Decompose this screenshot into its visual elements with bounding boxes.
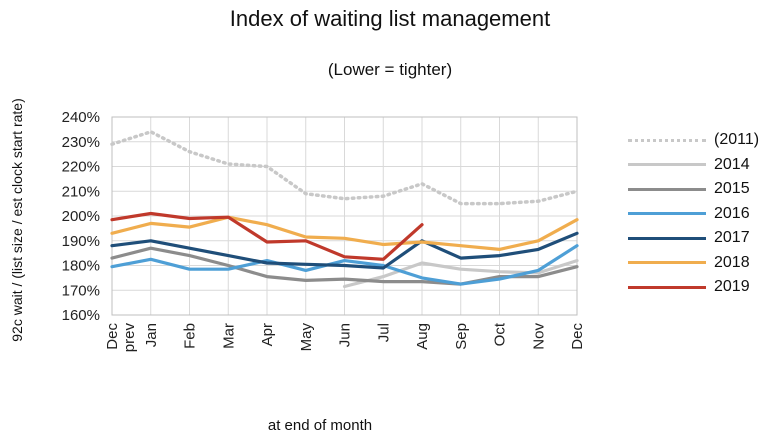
legend-label: 2019 (714, 278, 750, 296)
legend-item: 2016 (628, 202, 778, 227)
series-line-2014 (342, 259, 579, 289)
legend-swatch (628, 187, 706, 191)
y-tick-label: 160% (62, 307, 100, 324)
y-tick-label: 220% (62, 159, 100, 176)
legend-label: 2017 (714, 229, 750, 247)
x-axis-label: at end of month (267, 417, 373, 434)
x-tick-label: Jul (375, 323, 392, 342)
x-tick-label: Feb (182, 323, 199, 349)
legend-swatch (628, 236, 706, 240)
series-line-2019 (110, 211, 424, 261)
x-tick-label: Aug (414, 323, 431, 350)
y-tick-label: 170% (62, 282, 100, 299)
chart-subtitle: (Lower = tighter) (327, 60, 453, 79)
legend-item: 2019 (628, 275, 778, 300)
y-tick-label: 180% (62, 258, 100, 275)
legend-item: 2017 (628, 226, 778, 251)
legend-label: 2014 (714, 155, 750, 173)
plot-border (111, 116, 578, 316)
x-tick-label: Apr (259, 323, 276, 346)
x-tick-label-part: Dec (104, 323, 121, 350)
y-tick-label: 230% (62, 134, 100, 151)
legend-label: 2018 (714, 253, 750, 271)
x-tick-label: May (298, 323, 315, 352)
x-tick-label: Decprev (104, 323, 138, 353)
y-tick-label: 200% (62, 208, 100, 225)
legend: (2011) 2014 2015 2016 2017 2018 2019 (628, 128, 778, 300)
legend-swatch (628, 163, 706, 167)
legend-item: 2015 (628, 177, 778, 202)
legend-swatch (628, 138, 706, 142)
series-line-2017 (110, 231, 579, 270)
chart-title: Index of waiting list management (229, 6, 551, 31)
series-line-2016 (110, 244, 579, 286)
y-tick-label: 190% (62, 233, 100, 250)
x-tick-label-part: prev (121, 323, 138, 353)
series-line-2011 (110, 130, 579, 206)
legend-label: 2015 (714, 180, 750, 198)
series-line-2018 (110, 215, 579, 251)
x-tick-label: Oct (492, 322, 509, 346)
x-tick-label: Nov (530, 323, 547, 350)
series-line-2015 (110, 246, 579, 286)
x-tick-label: Mar (220, 323, 237, 349)
legend-swatch (628, 261, 706, 265)
legend-swatch (628, 212, 706, 216)
legend-item: 2014 (628, 153, 778, 178)
x-tick-label: Sep (453, 323, 470, 350)
x-tick-label: Dec (569, 323, 586, 350)
legend-label: (2011) (714, 131, 760, 149)
x-tick-label: Jan (143, 323, 160, 347)
legend-item: (2011) (628, 128, 778, 153)
legend-item: 2018 (628, 251, 778, 276)
y-tick-label: 240% (62, 109, 100, 126)
legend-label: 2016 (714, 204, 750, 222)
y-tick-label: 210% (62, 183, 100, 200)
x-tick-label: Jun (337, 323, 354, 347)
legend-swatch (628, 285, 706, 289)
